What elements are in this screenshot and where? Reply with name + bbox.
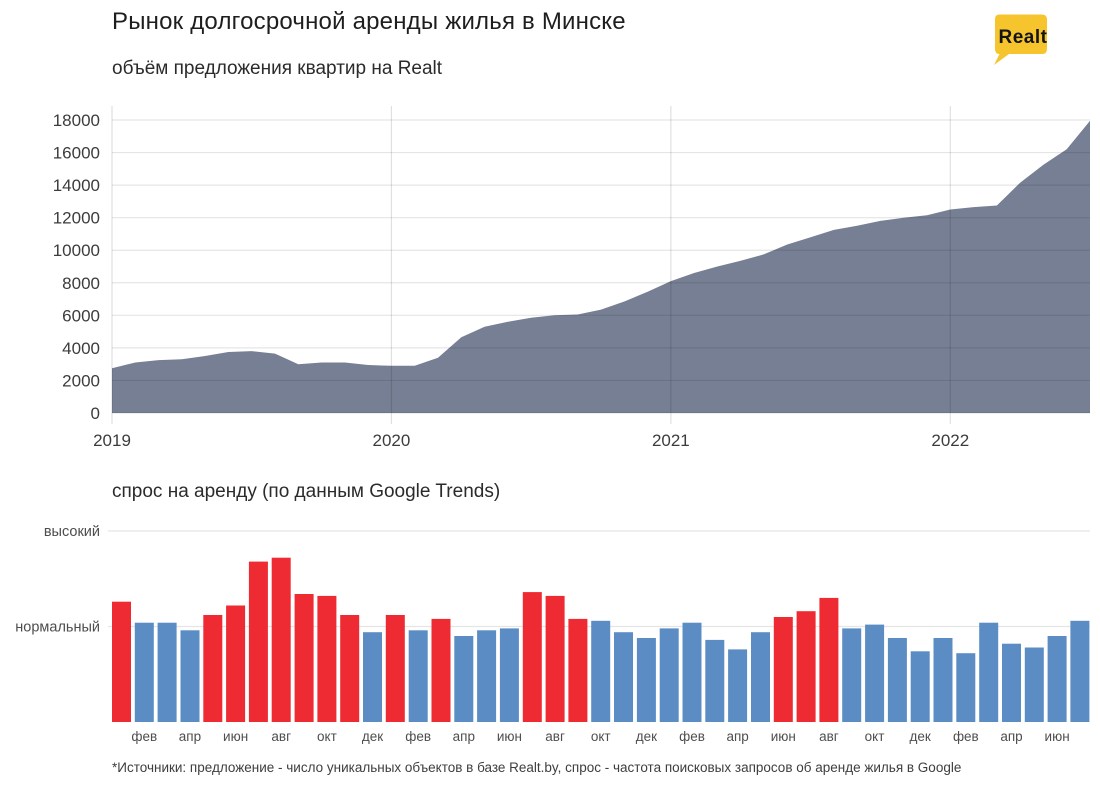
realt-logo-bubble-icon bbox=[994, 14, 1047, 65]
demand-bar bbox=[522, 592, 542, 722]
demand-bar bbox=[887, 638, 907, 722]
month-tick-label: фев bbox=[405, 729, 431, 744]
month-tick-label: апр bbox=[726, 729, 748, 744]
reference-line-label: высокий bbox=[44, 524, 100, 540]
demand-bar bbox=[134, 622, 154, 722]
demand-bar bbox=[659, 628, 679, 722]
demand-bar bbox=[294, 594, 314, 722]
y-tick-label: 14000 bbox=[53, 176, 100, 195]
month-tick-label: апр bbox=[453, 729, 475, 744]
demand-bar bbox=[956, 653, 976, 722]
demand-bar bbox=[773, 617, 793, 722]
demand-bar bbox=[408, 630, 428, 722]
demand-bar bbox=[682, 622, 702, 722]
month-tick-label: апр bbox=[1000, 729, 1022, 744]
demand-bar bbox=[1002, 643, 1021, 722]
y-tick-label: 16000 bbox=[53, 144, 100, 163]
demand-bar bbox=[842, 628, 862, 722]
demand-bar bbox=[317, 595, 337, 722]
year-tick-label: 2021 bbox=[652, 431, 690, 450]
y-tick-label: 2000 bbox=[62, 371, 100, 390]
month-tick-label: авг bbox=[545, 729, 565, 744]
year-tick-label: 2022 bbox=[931, 431, 969, 450]
demand-bar bbox=[819, 597, 839, 722]
demand-bar bbox=[910, 651, 930, 722]
month-tick-label: июн bbox=[497, 729, 522, 744]
sources-footnote: *Источники: предложение - число уникальн… bbox=[112, 760, 962, 775]
demand-bar bbox=[203, 615, 223, 722]
demand-bar bbox=[933, 638, 953, 722]
month-tick-label: апр bbox=[179, 729, 201, 744]
demand-bar bbox=[1070, 620, 1090, 722]
demand-bar bbox=[979, 622, 999, 722]
month-tick-label: июн bbox=[223, 729, 248, 744]
realt-logo-text: Realt bbox=[998, 27, 1048, 48]
y-tick-label: 6000 bbox=[62, 306, 100, 325]
demand-bar bbox=[180, 630, 200, 722]
demand-bar bbox=[226, 605, 246, 722]
month-tick-label: дек bbox=[910, 729, 931, 744]
month-tick-label: июн bbox=[1045, 729, 1070, 744]
month-tick-label: фев bbox=[953, 729, 979, 744]
y-tick-label: 8000 bbox=[62, 274, 100, 293]
year-tick-label: 2020 bbox=[373, 431, 411, 450]
demand-bar bbox=[271, 557, 291, 722]
month-tick-label: окт bbox=[865, 729, 885, 744]
month-tick-label: июн bbox=[771, 729, 796, 744]
month-tick-label: авг bbox=[819, 729, 839, 744]
demand-chart-title: спрос на аренду (по данным Google Trends… bbox=[112, 481, 501, 502]
supply-area-shape bbox=[112, 120, 1090, 414]
demand-bar bbox=[568, 618, 588, 722]
demand-bar bbox=[454, 636, 474, 722]
demand-bar bbox=[728, 649, 748, 722]
demand-bar bbox=[499, 628, 519, 722]
demand-bar bbox=[157, 622, 177, 722]
y-tick-label: 0 bbox=[91, 404, 100, 423]
demand-bar bbox=[248, 561, 268, 722]
year-tick-label: 2019 bbox=[93, 431, 131, 450]
month-tick-label: дек bbox=[636, 729, 657, 744]
demand-bar bbox=[705, 639, 725, 722]
demand-bar bbox=[1024, 647, 1044, 722]
demand-bar bbox=[385, 615, 405, 722]
month-tick-label: фев bbox=[131, 729, 157, 744]
realt-logo: Realt bbox=[978, 12, 1068, 66]
y-tick-label: 18000 bbox=[53, 111, 100, 130]
supply-chart-title: объём предложения квартир на Realt bbox=[112, 58, 443, 79]
demand-bar bbox=[112, 601, 131, 722]
demand-bar bbox=[796, 611, 816, 722]
page-title: Рынок долгосрочной аренды жилья в Минске bbox=[112, 8, 626, 35]
demand-bar bbox=[1047, 636, 1067, 722]
month-tick-label: авг bbox=[271, 729, 291, 744]
demand-bar bbox=[340, 615, 360, 722]
reference-line-label: нормальный bbox=[15, 620, 100, 636]
demand-bar bbox=[614, 632, 633, 722]
y-tick-label: 4000 bbox=[62, 339, 100, 358]
demand-bar bbox=[751, 632, 770, 722]
month-tick-label: фев bbox=[679, 729, 705, 744]
demand-bar bbox=[431, 618, 451, 722]
demand-bar bbox=[636, 638, 656, 722]
y-tick-label: 12000 bbox=[53, 209, 100, 228]
month-tick-label: окт bbox=[317, 729, 337, 744]
demand-bar bbox=[591, 620, 611, 722]
month-tick-label: дек bbox=[362, 729, 383, 744]
demand-bar bbox=[545, 595, 565, 722]
demand-bar bbox=[477, 630, 497, 722]
demand-bar bbox=[363, 632, 382, 722]
y-tick-label: 10000 bbox=[53, 241, 100, 260]
demand-bar bbox=[865, 624, 885, 722]
month-tick-label: окт bbox=[591, 729, 611, 744]
